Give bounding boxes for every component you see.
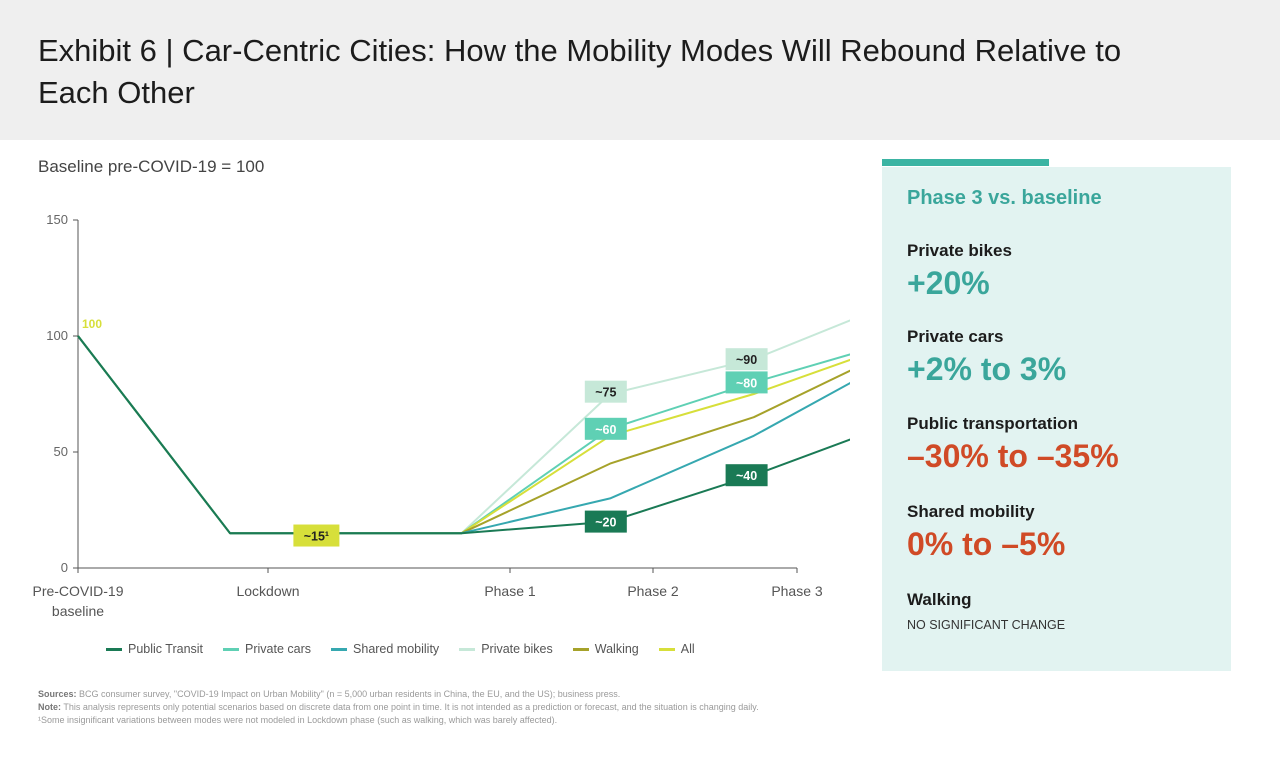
stat-value: 0% to –5% — [907, 526, 1066, 562]
legend-swatch — [331, 647, 348, 651]
sources-line: Sources: BCG consumer survey, "COVID-19 … — [38, 688, 1138, 701]
x-tick-label: Phase 3 — [771, 583, 823, 599]
header-band: Exhibit 6 | Car-Centric Cities: How the … — [0, 0, 1280, 140]
stat-label: Private cars — [907, 327, 1004, 346]
stat-private-cars: Private cars +2% to 3% — [907, 327, 1066, 388]
legend-item: Private bikes — [459, 642, 553, 656]
x-tick-label: Phase 1 — [484, 583, 536, 599]
stat-private-bikes: Private bikes +20% — [907, 241, 1012, 302]
annotation-label: ~20 — [595, 516, 616, 530]
x-tick-label: Lockdown — [236, 583, 299, 599]
legend-label: All — [680, 642, 695, 656]
legend-swatch — [459, 647, 476, 651]
annotation-label: ~40 — [736, 469, 757, 483]
source-notes: Sources: BCG consumer survey, "COVID-19 … — [38, 688, 1138, 727]
series-line-private-bikes — [77, 319, 850, 535]
stat-value: –30% to –35% — [907, 438, 1119, 474]
annotation-box — [725, 464, 768, 487]
annotation-label: ~90 — [736, 353, 757, 367]
legend-label: Shared mobility — [353, 642, 440, 656]
footnote-line: ¹Some insignificant variations between m… — [38, 715, 558, 725]
note-line: Note: This analysis represents only pote… — [38, 701, 1138, 714]
legend-item: All — [658, 642, 695, 656]
legend-swatch — [106, 647, 122, 651]
legend-item: Private cars — [223, 642, 311, 656]
chart-legend: Public Transit Private cars Shared mobilit… — [106, 642, 695, 656]
y-tick-label: 100 — [46, 328, 68, 343]
x-tick-label: Pre-COVID-19 — [32, 583, 123, 599]
line-chart: 0 50 100 150 Pre-COVID-19 baseline Lockdown Pha… — [32, 212, 850, 619]
stat-label: Shared mobility — [907, 502, 1035, 521]
annotation-label: ~60 — [595, 423, 616, 437]
stat-label: Public transportation — [907, 414, 1078, 433]
page-title: Exhibit 6 | Car-Centric Cities: How the … — [38, 33, 1122, 110]
y-tick-label: 0 — [61, 560, 68, 575]
note-label: Note: — [38, 702, 61, 712]
annotation-label: ~15¹ — [304, 530, 329, 544]
annotation-box — [725, 348, 768, 371]
legend-swatch — [658, 647, 675, 651]
legend-label: Private cars — [245, 642, 312, 656]
stat-label: Private bikes — [907, 241, 1012, 260]
annotation-label: ~80 — [736, 376, 757, 390]
y-tick-label: 50 — [54, 444, 68, 459]
annotation-box — [584, 510, 627, 533]
legend-item: Walking — [572, 642, 639, 656]
stat-label: Walking — [907, 590, 972, 609]
stat-shared-mobility: Shared mobility 0% to –5% — [907, 502, 1065, 563]
stat-value: +20% — [907, 265, 990, 301]
legend-swatch — [223, 647, 240, 651]
stat-value: +2% to 3% — [907, 351, 1067, 387]
phase3-summary-panel: Phase 3 vs. baseline Private bikes +20% Pr… — [882, 167, 1231, 671]
panel-heading: Phase 3 vs. baseline — [907, 187, 1102, 209]
annotation-box — [584, 380, 627, 403]
x-tick-label: baseline — [52, 603, 104, 619]
annotation-box — [293, 524, 340, 547]
y-tick-label: 150 — [46, 212, 68, 227]
legend-item: Shared mobility — [331, 642, 439, 656]
x-tick-label: Phase 2 — [627, 583, 679, 599]
stat-public-transportation: Public transportation –30% to –35% — [907, 414, 1119, 475]
annotation-box — [584, 417, 627, 440]
legend-label: Walking — [594, 642, 639, 656]
series-line-public-transit — [77, 335, 850, 535]
sources-label: Sources: — [38, 689, 77, 699]
sources-text: BCG consumer survey, "COVID-19 Impact on… — [79, 689, 621, 699]
stat-note: NO SIGNIFICANT CHANGE — [907, 618, 1066, 632]
legend-item: Public Transit — [106, 642, 203, 656]
legend-swatch — [572, 647, 589, 651]
stat-walking: Walking NO SIGNIFICANT CHANGE — [907, 590, 1065, 632]
chart-subtitle: Baseline pre-COVID-19 = 100 — [38, 157, 265, 176]
note-text: This analysis represents only potential … — [63, 702, 759, 712]
annotation-label: ~75 — [595, 386, 616, 400]
annotation-box — [725, 371, 768, 394]
panel-accent-bar — [882, 159, 1049, 166]
legend-label: Private bikes — [481, 642, 553, 656]
legend-label: Public Transit — [128, 642, 204, 656]
annotation-label: 100 — [82, 317, 102, 331]
